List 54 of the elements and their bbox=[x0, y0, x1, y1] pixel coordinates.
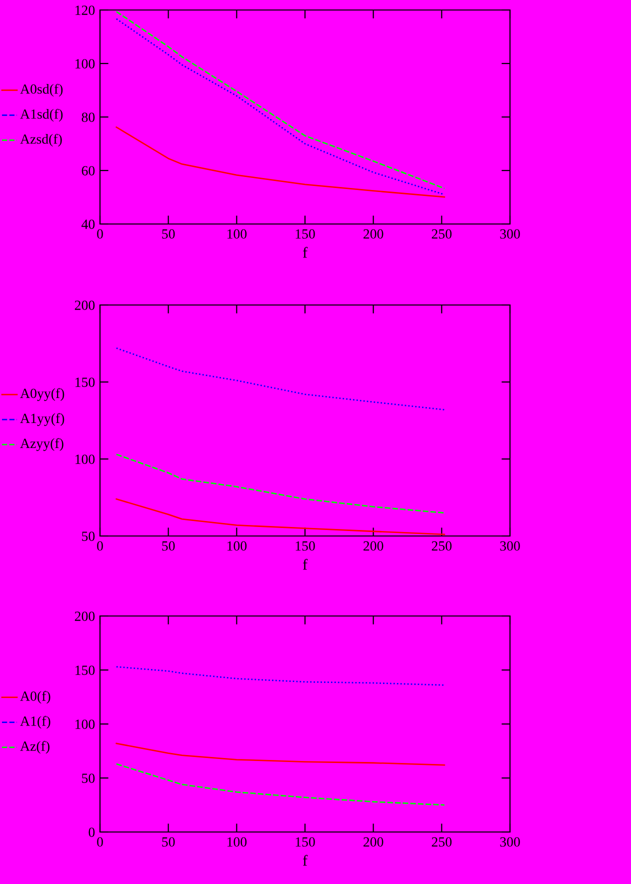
line-series bbox=[116, 742, 446, 766]
x-tick-label: 200 bbox=[364, 837, 384, 847]
y-tick-label: 60 bbox=[82, 166, 95, 176]
y-tick-label: 200 bbox=[74, 300, 95, 310]
y-tick-label: 80 bbox=[82, 112, 95, 122]
x-axis-title: f bbox=[302, 854, 308, 866]
x-tick-label: 250 bbox=[432, 837, 452, 847]
legend-label: Azyy(f) bbox=[20, 438, 64, 451]
y-tick-label: 40 bbox=[82, 220, 95, 229]
x-tick-label: 250 bbox=[432, 229, 452, 239]
x-axis-title: f bbox=[302, 246, 308, 258]
line-series bbox=[116, 763, 446, 806]
y-tick-label: 120 bbox=[76, 6, 95, 15]
y-tick-label: 200 bbox=[74, 612, 95, 621]
y-tick-label: 150 bbox=[76, 378, 95, 387]
x-tick-label: 50 bbox=[162, 837, 175, 847]
x-tick-label: 200 bbox=[364, 229, 384, 239]
y-tick-label: 50 bbox=[82, 774, 95, 783]
y-tick-label: 100 bbox=[76, 720, 95, 729]
x-tick-label: 100 bbox=[227, 541, 247, 551]
x-tick-label: 150 bbox=[296, 229, 315, 239]
x-tick-label: 0 bbox=[97, 229, 103, 239]
y-tick-label: 100 bbox=[76, 454, 95, 464]
y-tick-label: 150 bbox=[76, 666, 95, 675]
x-tick-label: 300 bbox=[500, 541, 520, 551]
legend-label: A0sd(f) bbox=[20, 84, 63, 97]
x-tick-label: 0 bbox=[97, 541, 103, 551]
line-series bbox=[116, 666, 446, 686]
legend-label: A1yy(f) bbox=[20, 413, 64, 426]
x-axis-title: f bbox=[302, 558, 308, 570]
legend-label: A1sd(f) bbox=[20, 108, 63, 122]
x-tick-label: 100 bbox=[227, 837, 247, 847]
x-tick-label: 200 bbox=[364, 541, 384, 551]
x-tick-label: 0 bbox=[97, 837, 103, 847]
y-tick-label: 100 bbox=[76, 59, 95, 68]
y-tick-label: 0 bbox=[88, 828, 95, 837]
x-tick-label: 50 bbox=[162, 541, 175, 551]
x-tick-label: 50 bbox=[162, 229, 175, 239]
legend-label: Azsd(f) bbox=[20, 134, 62, 147]
x-tick-label: 150 bbox=[296, 837, 315, 847]
legend-label: A0yy(f) bbox=[20, 388, 64, 401]
line-series bbox=[116, 126, 446, 198]
x-tick-label: 250 bbox=[432, 541, 452, 551]
x-tick-label: 300 bbox=[500, 229, 520, 239]
line-series bbox=[116, 347, 446, 410]
legend-label: A1(f) bbox=[20, 716, 50, 729]
y-tick-label: 50 bbox=[82, 532, 95, 541]
x-tick-label: 100 bbox=[227, 229, 247, 239]
line-series bbox=[116, 498, 446, 536]
legend-label: Az(f) bbox=[20, 740, 50, 754]
x-tick-label: 150 bbox=[296, 541, 315, 551]
x-tick-label: 300 bbox=[500, 837, 520, 847]
line-series bbox=[116, 454, 446, 514]
legend-label: A0(f) bbox=[20, 690, 50, 704]
